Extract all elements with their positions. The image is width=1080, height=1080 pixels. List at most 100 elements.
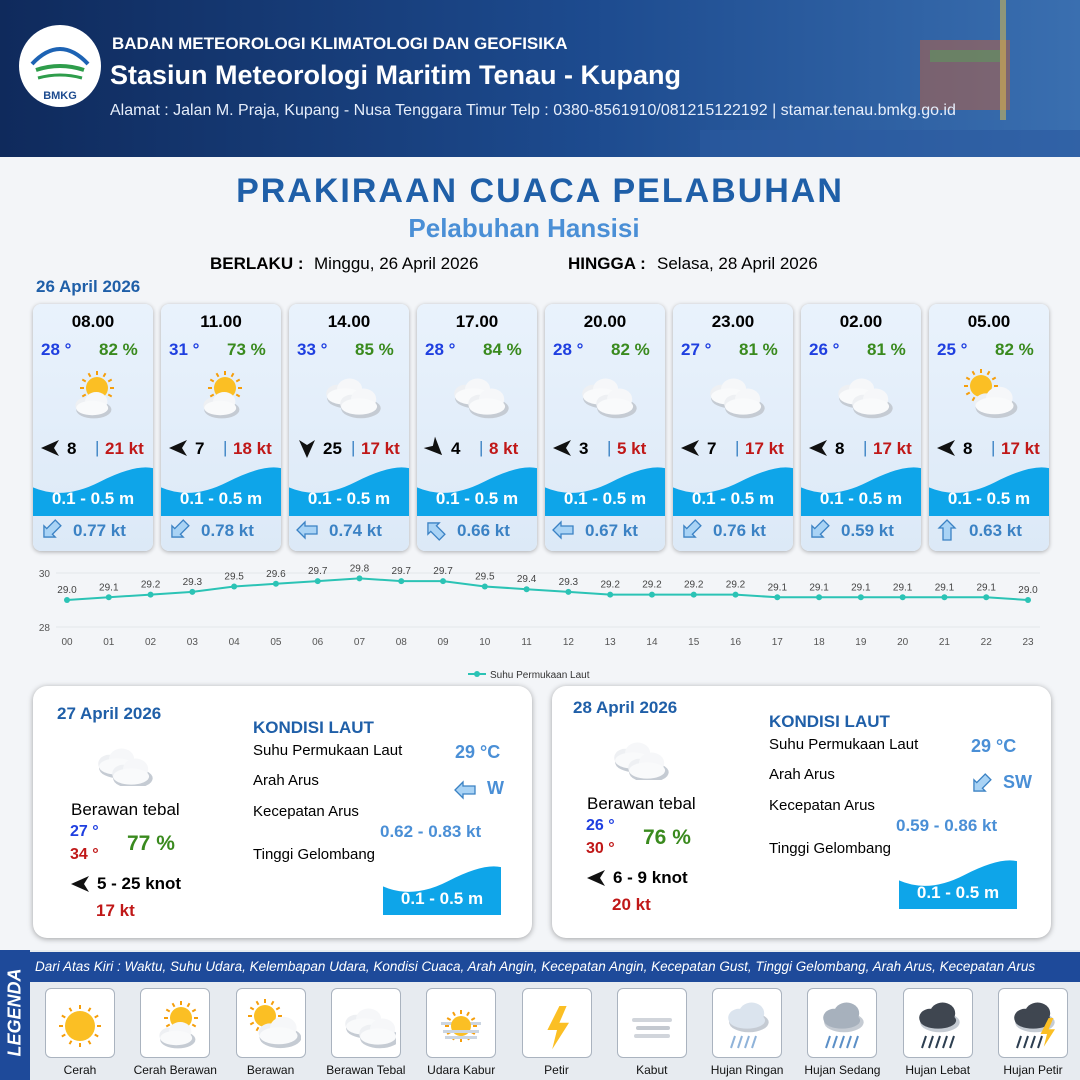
shape [299, 440, 315, 458]
wave-band [929, 464, 1049, 521]
legend-icon [431, 996, 491, 1057]
legend-label: Petir [544, 1063, 569, 1077]
shape [809, 440, 827, 456]
shape [41, 440, 59, 456]
humidity: 73 % [227, 340, 266, 359]
shape [235, 378, 241, 383]
shape [587, 870, 605, 886]
wind-arrow-svg [681, 440, 699, 456]
wave: 0.1 - 0.5 m [916, 883, 1000, 902]
wave-label: Tinggi Gelombang [769, 840, 892, 857]
weather-icon [89, 736, 153, 791]
shape [991, 376, 997, 381]
wind-arrow [807, 436, 831, 465]
shape [970, 375, 992, 397]
sea-title: KONDISI LAUT [769, 712, 890, 731]
station: Stasiun Meteorologi Maritim Tenau - Kupa… [110, 60, 682, 90]
shape [235, 393, 241, 398]
shape [937, 440, 955, 456]
legend-label: Berawan [246, 1063, 295, 1077]
sst-line [66, 577, 1029, 601]
valid-from-label: BERLAKU : [210, 254, 304, 273]
shape [171, 519, 190, 538]
legend-icon-svg [441, 1010, 482, 1042]
wind-arrow [69, 872, 93, 901]
legend-icon [1003, 996, 1063, 1057]
wave-band [33, 464, 153, 521]
shape [823, 1002, 865, 1033]
wave-band-svg [545, 467, 665, 516]
weather-icon-svg [98, 748, 153, 789]
weather-icon [957, 366, 1021, 427]
weather-icon-svg [614, 742, 669, 783]
y-tick-label: 28 [39, 623, 51, 634]
value-label: 29.8 [350, 563, 370, 574]
air-temp: 25 ° [937, 340, 968, 359]
gust: 8 kt [489, 439, 519, 458]
shape [203, 392, 240, 419]
shape [832, 1035, 839, 1049]
legend-title: LEGENDA [4, 968, 25, 1057]
valid-to-label: HINGGA : [568, 254, 646, 273]
wave-band-svg [33, 467, 153, 516]
legend-tile [902, 988, 973, 1058]
time: 17.00 [455, 312, 499, 331]
wind: 5 - 25 knot [97, 874, 182, 893]
value-label: 29.1 [935, 582, 955, 593]
shape [61, 1014, 66, 1019]
shape [681, 440, 699, 456]
forecast-card: 20.00 28 ° 82 % 3 | 5 kt 0.1 - 0.5 m 0.67 kt [545, 304, 665, 551]
shape [215, 372, 220, 378]
shape [737, 1035, 744, 1049]
shape [423, 436, 443, 456]
value-label: 29.2 [642, 580, 662, 591]
shape [809, 440, 827, 456]
shape [452, 1011, 457, 1017]
title: PRAKIRAAN CUACA PELABUHAN [236, 172, 844, 210]
humidity: 82 % [995, 340, 1034, 359]
sst-point [272, 580, 279, 587]
humidity: 77 % [127, 832, 175, 855]
wind-arrow [39, 436, 63, 465]
current-arrow-svg [552, 520, 574, 540]
shape [87, 372, 92, 378]
shape [76, 400, 109, 416]
current-arrow-svg [454, 780, 476, 800]
shape [192, 1008, 197, 1013]
current-arrow-svg [973, 773, 992, 792]
shape [724, 388, 765, 419]
shape [209, 393, 215, 398]
wave-band-svg [383, 866, 501, 915]
shape [824, 1012, 861, 1029]
sst-point [857, 594, 864, 601]
shape [1040, 1018, 1055, 1047]
legend-label: Hujan Petir [1003, 1063, 1063, 1077]
forecast-card: 14.00 33 ° 85 % 25 | 17 kt 0.1 - 0.5 m 0.74 kt [289, 304, 409, 551]
legend-icon [336, 996, 400, 1057]
legend-label: Hujan Ringan [710, 1063, 784, 1077]
logo-svg [19, 25, 101, 107]
shape [919, 1012, 956, 1029]
x-tick-label: 11 [521, 637, 532, 648]
y-tick-label: 30 [39, 569, 51, 580]
shape [37, 73, 83, 80]
sst-point [899, 594, 906, 601]
shape [249, 1021, 254, 1026]
shape [169, 440, 187, 456]
x-tick-label: 07 [354, 637, 366, 648]
forecast-card: 08.00 28 ° 82 % 8 | 21 kt 0.1 - 0.5 m 0.77 kt [33, 304, 153, 551]
current-speed: 0.59 - 0.86 kt [896, 816, 998, 835]
shape [81, 378, 87, 383]
weather-icon [189, 366, 253, 427]
shape [973, 773, 992, 792]
shape [633, 1034, 670, 1038]
sst-point [105, 594, 112, 601]
humidity: 82 % [99, 340, 138, 359]
header-decor-svg [700, 0, 1080, 157]
separator: | [95, 438, 100, 457]
wind-arrow-svg [809, 440, 827, 456]
shape [934, 1035, 941, 1049]
shape [1000, 0, 1006, 120]
shape [107, 378, 113, 383]
current-arrow [679, 518, 703, 547]
